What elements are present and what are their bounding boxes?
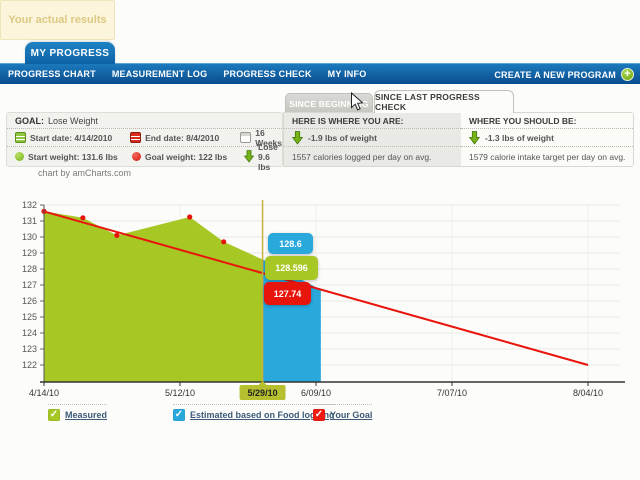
- my-progress-tab-label: MY PROGRESS: [30, 47, 110, 59]
- target-loss-arrow-down-icon: [469, 130, 480, 145]
- goal-panel: GOAL: Lose Weight Start date: 4/14/2010 …: [6, 112, 283, 172]
- nav-item-progress-check[interactable]: PROGRESS CHECK: [223, 69, 312, 79]
- goal-row: GOAL: Lose Weight: [7, 113, 282, 129]
- amcharts-credit-link[interactable]: chart by amCharts.com: [38, 168, 132, 178]
- start-weight-dot-icon: [15, 152, 24, 161]
- goal-value-balloon: 127.74: [264, 282, 311, 305]
- svg-text:122: 122: [22, 360, 37, 370]
- status-left-weight: -1.9 lbs of weight: [284, 129, 461, 147]
- measured-value-balloon: 128.596: [265, 256, 318, 280]
- svg-text:131: 131: [22, 216, 37, 226]
- svg-text:124: 124: [22, 328, 37, 338]
- goal-weights-row: Start weight: 131.6 lbs Goal weight: 122…: [7, 142, 282, 172]
- estimated-checkbox-icon[interactable]: [173, 409, 185, 421]
- main-navbar: PROGRESS CHART MEASUREMENT LOG PROGRESS …: [0, 63, 640, 84]
- goal-dates-row: Start date: 4/14/2010 End date: 8/4/2010…: [7, 127, 282, 148]
- nav-item-progress-chart[interactable]: PROGRESS CHART: [8, 69, 96, 79]
- svg-text:4/14/10: 4/14/10: [29, 388, 59, 398]
- svg-text:5/12/10: 5/12/10: [165, 388, 195, 398]
- svg-text:129: 129: [22, 248, 37, 258]
- svg-text:7/07/10: 7/07/10: [437, 388, 467, 398]
- start-weight-text: Start weight: 131.6 lbs: [28, 151, 118, 162]
- progress-chart-plot[interactable]: 122 123 124 125 126 127 128 129 130 131 132 4/14/10…: [20, 196, 635, 410]
- status-right-calories: 1579 calorie intake target per day on av…: [461, 147, 633, 166]
- svg-text:5/29/10: 5/29/10: [248, 388, 278, 398]
- duration-calendar-icon: [240, 132, 252, 143]
- lose-text: Lose 9.6 lbs: [258, 141, 278, 172]
- svg-text:125: 125: [22, 312, 37, 322]
- end-date-calendar-icon: [130, 132, 142, 143]
- legend-item-your-goal[interactable]: Your Goal: [313, 404, 373, 421]
- tab-since-last-progress-check[interactable]: SINCE LAST PROGRESS CHECK: [374, 90, 514, 113]
- create-new-program-label: CREATE A NEW PROGRAM: [494, 69, 616, 80]
- goal-value: Lose Weight: [48, 115, 98, 126]
- legend-item-estimated[interactable]: Estimated based on Food logging: [173, 404, 335, 421]
- create-new-program-button[interactable]: CREATE A NEW PROGRAM: [494, 64, 634, 85]
- measured-checkbox-icon[interactable]: [48, 409, 60, 421]
- svg-text:6/09/10: 6/09/10: [301, 388, 331, 398]
- status-panel: HERE IS WHERE YOU ARE: WHERE YOU SHOULD …: [283, 112, 634, 167]
- duration-text: 16 Weeks: [255, 127, 282, 148]
- goal-weight-text: Goal weight: 122 lbs: [145, 151, 228, 162]
- svg-text:128: 128: [22, 264, 37, 274]
- legend-item-measured[interactable]: Measured: [48, 404, 108, 421]
- legend-label-measured[interactable]: Measured: [65, 410, 108, 420]
- status-left-calories: 1557 calories logged per day on avg.: [284, 147, 461, 166]
- status-right-header: WHERE YOU SHOULD BE:: [461, 113, 633, 129]
- weight-loss-arrow-down-icon: [292, 130, 303, 145]
- legend-label-estimated[interactable]: Estimated based on Food logging: [190, 410, 335, 420]
- goal-weight-dot-icon: [132, 152, 141, 161]
- legend-label-your-goal[interactable]: Your Goal: [330, 410, 373, 420]
- estimated-value-balloon: 128.6: [268, 233, 313, 254]
- goal-label: GOAL:: [15, 115, 44, 126]
- status-right-weight: -1.3 lbs of weight: [461, 129, 633, 147]
- my-progress-tab[interactable]: MY PROGRESS: [25, 42, 115, 64]
- svg-text:123: 123: [22, 344, 37, 354]
- svg-text:8/04/10: 8/04/10: [573, 388, 603, 398]
- lose-arrow-down-icon: [244, 150, 254, 163]
- svg-text:127: 127: [22, 280, 37, 290]
- start-date-text: Start date: 4/14/2010: [30, 132, 113, 143]
- nav-item-measurement-log[interactable]: MEASUREMENT LOG: [111, 69, 208, 79]
- plus-circle-icon: [621, 68, 634, 81]
- chart-tooltip: Your actual results: [0, 0, 115, 40]
- tab-since-last-progress-check-label: SINCE LAST PROGRESS CHECK: [375, 92, 480, 112]
- tab-since-beginning[interactable]: SINCE BEGINNING: [285, 93, 373, 113]
- svg-text:130: 130: [22, 232, 37, 242]
- chart-tooltip-text: Your actual results: [8, 14, 107, 26]
- end-date-text: End date: 8/4/2010: [145, 132, 220, 143]
- status-left-header: HERE IS WHERE YOU ARE:: [284, 113, 461, 129]
- start-date-calendar-icon: [15, 132, 26, 143]
- tab-since-beginning-label: SINCE BEGINNING: [289, 98, 369, 109]
- nav-item-my-info[interactable]: MY INFO: [327, 69, 367, 79]
- svg-text:126: 126: [22, 296, 37, 306]
- svg-text:132: 132: [22, 200, 37, 210]
- your-goal-checkbox-icon[interactable]: [313, 409, 325, 421]
